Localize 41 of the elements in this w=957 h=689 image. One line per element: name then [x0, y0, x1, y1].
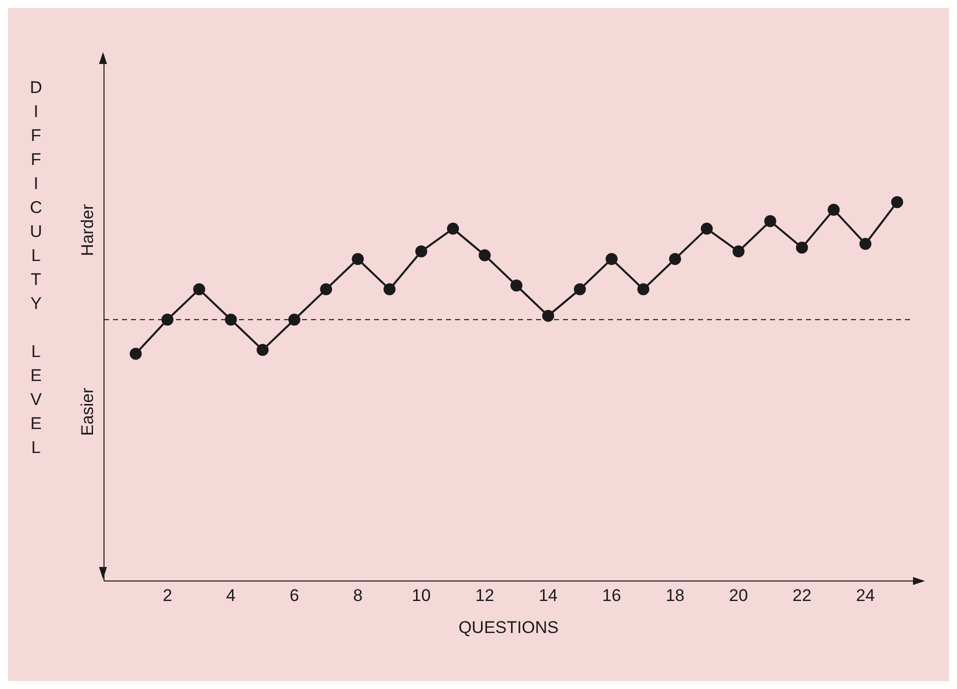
x-tick-label: 8	[353, 586, 363, 606]
x-tick-label: 22	[792, 586, 812, 606]
point	[415, 245, 428, 258]
x-tick-label: 20	[729, 586, 748, 606]
point	[669, 252, 682, 265]
point	[256, 344, 269, 356]
point	[510, 280, 522, 292]
point	[384, 283, 396, 296]
point	[891, 196, 904, 208]
x-tick-label: 2	[162, 586, 172, 606]
x-tick-label: 4	[226, 586, 236, 606]
point	[161, 314, 174, 326]
x-tick-label: 6	[290, 586, 300, 606]
point	[193, 283, 206, 296]
point	[224, 314, 237, 326]
x-tick-label: 14	[538, 586, 558, 606]
point	[352, 252, 364, 265]
x-tick-label: 10	[412, 586, 431, 606]
x-tick-label: 24	[856, 586, 875, 606]
point	[700, 222, 713, 235]
point	[288, 314, 300, 326]
text: Easier	[78, 387, 97, 436]
x-tick-label: 12	[475, 586, 494, 606]
point	[320, 283, 332, 296]
text: DIFFICULTY LEVEL	[30, 78, 42, 457]
point	[764, 215, 776, 228]
point	[828, 204, 840, 216]
point	[859, 238, 872, 250]
point	[130, 348, 142, 360]
point	[446, 222, 459, 235]
point	[796, 242, 808, 254]
text: Harder	[78, 204, 97, 256]
x-axis-title: QUESTIONS	[458, 618, 559, 637]
point	[542, 310, 554, 322]
point	[732, 245, 745, 258]
point	[478, 249, 491, 262]
x-tick-label: 16	[602, 586, 622, 606]
x-tick-label: 18	[666, 586, 685, 606]
point	[574, 283, 586, 296]
point	[637, 283, 650, 296]
point	[606, 252, 618, 265]
